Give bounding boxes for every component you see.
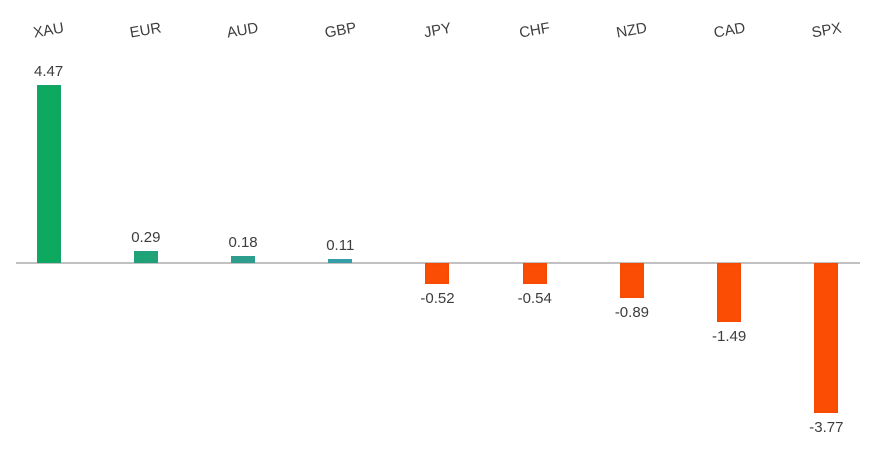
category-label-eur: EUR [128,19,163,42]
value-label-aud: 0.18 [228,233,258,251]
category-label-jpy: JPY [422,19,453,42]
chart-column-aud: AUD 0.18 [194,0,291,464]
chart-column-gbp: GBP 0.11 [292,0,389,464]
chart-column-cad: CAD -1.49 [681,0,778,464]
bar-xau [36,85,61,263]
bar-eur [133,251,158,263]
chart-column-xau: XAU 4.47 [0,0,97,464]
value-label-cad: -1.49 [712,328,747,346]
category-label-aud: AUD [225,19,261,42]
chart-column-spx: SPX -3.77 [778,0,875,464]
chart-column-chf: CHF -0.54 [486,0,583,464]
bar-chf [522,263,547,285]
bar-cad [717,263,742,323]
bar-jpy [425,263,450,284]
category-label-chf: CHF [518,19,552,42]
chart-column-jpy: JPY -0.52 [389,0,486,464]
value-label-gbp: 0.11 [326,236,355,254]
category-label-nzd: NZD [615,19,649,42]
value-label-chf: -0.54 [517,290,552,308]
value-label-nzd: -0.89 [614,304,650,322]
category-label-cad: CAD [712,19,747,42]
value-label-jpy: -0.52 [420,289,455,307]
category-label-xau: XAU [31,19,66,42]
value-label-eur: 0.29 [131,229,161,247]
value-label-xau: 4.47 [34,63,64,81]
value-label-spx: -3.77 [809,419,844,437]
bar-gbp [328,258,353,263]
bar-aud [231,255,256,263]
chart-column-nzd: NZD -0.89 [583,0,680,464]
chart-column-eur: EUR 0.29 [97,0,194,464]
category-label-gbp: GBP [323,19,358,42]
bar-spx [814,263,839,414]
bar-nzd [619,263,644,299]
category-label-spx: SPX [810,19,843,42]
